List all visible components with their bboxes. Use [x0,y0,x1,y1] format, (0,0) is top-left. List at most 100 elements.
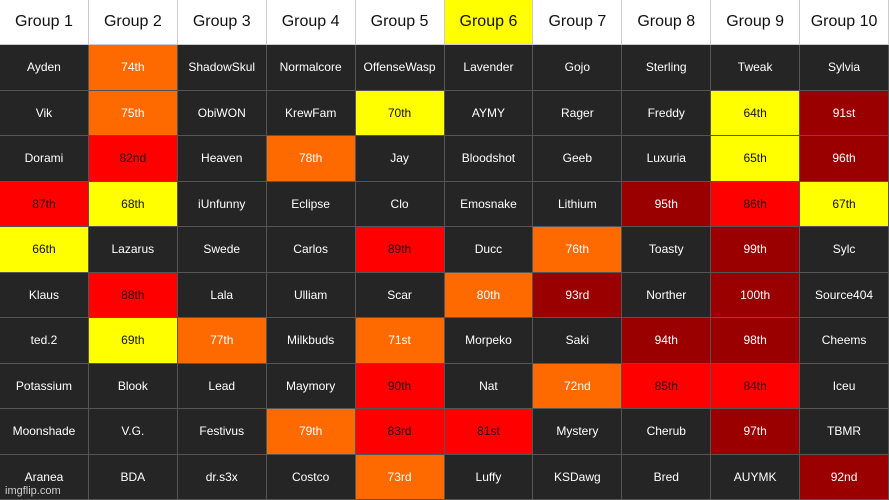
grid-cell: Scar [355,272,445,318]
grid-cell: Norther [622,272,712,318]
column-header-group-8: Group 8 [622,0,712,45]
grid-cell: 93rd [533,272,623,318]
column-header-group-10: Group 10 [800,0,889,45]
column-header-group-9: Group 9 [711,0,801,45]
grid-cell: 95th [622,181,712,227]
column-header-group-6: Group 6 [444,0,534,45]
grid-cell: Morpeko [444,318,534,364]
grid-cell: Lazarus [88,227,178,273]
grid-cell: 92nd [800,454,889,500]
grid-cell: Milkbuds [266,318,356,364]
grid-cell: 97th [711,409,801,455]
grid-cell: Normalcore [266,45,356,91]
grid-cell: V.G. [88,409,178,455]
grid-cell: Blook [88,363,178,409]
grid-cell: 77th [177,318,267,364]
grid-cell: AUYMK [711,454,801,500]
grid-cell: Potassium [0,363,89,409]
column-header-group-4: Group 4 [266,0,356,45]
grid-cell: 90th [355,363,445,409]
grid-cell: Ulliam [266,272,356,318]
grid-cell: ShadowSkul [177,45,267,91]
grid-cell: KrewFam [266,90,356,136]
grid-cell: KSDawg [533,454,623,500]
grid-cell: Klaus [0,272,89,318]
grid-cell: 91st [800,90,889,136]
grid-cell: Source404 [800,272,889,318]
grid-cell: Vik [0,90,89,136]
grid-cell: Lala [177,272,267,318]
grid-cell: 83rd [355,409,445,455]
grid-cell: Ayden [0,45,89,91]
grid-cell: Geeb [533,136,623,182]
grid-cell: Heaven [177,136,267,182]
grid-cell: Cherub [622,409,712,455]
grid-cell: Saki [533,318,623,364]
grid-cell: Lavender [444,45,534,91]
grid-cell: Clo [355,181,445,227]
grid-cell: Rager [533,90,623,136]
grid-cell: 81st [444,409,534,455]
grid-cell: Tweak [711,45,801,91]
grid-cell: 66th [0,227,89,273]
grid-cell: Luxuria [622,136,712,182]
grid-cell: 75th [88,90,178,136]
grid-cell: Luffy [444,454,534,500]
grid-cell: 96th [800,136,889,182]
grid-cell: Sterling [622,45,712,91]
grid-cell: Moonshade [0,409,89,455]
grid-cell: AYMY [444,90,534,136]
grid-cell: Lead [177,363,267,409]
grid-cell: 72nd [533,363,623,409]
grid-cell: 79th [266,409,356,455]
grid-cell: 65th [711,136,801,182]
grid-cell: ObiWON [177,90,267,136]
grid-cell: dr.s3x [177,454,267,500]
grid-cell: 71st [355,318,445,364]
grid-cell: TBMR [800,409,889,455]
grid-cell: BDA [88,454,178,500]
grid-cell: Aranea [0,454,89,500]
grid-cell: 87th [0,181,89,227]
grid-cell: 100th [711,272,801,318]
grid-cell: 64th [711,90,801,136]
grid-cell: Carlos [266,227,356,273]
grid-cell: 80th [444,272,534,318]
grid-cell: Toasty [622,227,712,273]
grid-cell: Ducc [444,227,534,273]
grid-cell: Sylvia [800,45,889,91]
grid-cell: 84th [711,363,801,409]
grid-cell: Swede [177,227,267,273]
column-header-group-7: Group 7 [533,0,623,45]
grid-cell: Festivus [177,409,267,455]
grid-cell: 82nd [88,136,178,182]
grid-cell: 88th [88,272,178,318]
grid-cell: 70th [355,90,445,136]
grid-cell: Maymory [266,363,356,409]
column-header-group-3: Group 3 [177,0,267,45]
grid-cell: iUnfunny [177,181,267,227]
grid-cell: 98th [711,318,801,364]
grid-cell: 78th [266,136,356,182]
grid-cell: Mystery [533,409,623,455]
grid-cell: 86th [711,181,801,227]
column-header-group-1: Group 1 [0,0,89,45]
grid-cell: Eclipse [266,181,356,227]
grid-cell: Nat [444,363,534,409]
grid-cell: Gojo [533,45,623,91]
grid-cell: Dorami [0,136,89,182]
grid-cell: 85th [622,363,712,409]
column-header-group-5: Group 5 [355,0,445,45]
grid-cell: Iceu [800,363,889,409]
grid-cell: 99th [711,227,801,273]
grid-cell: 69th [88,318,178,364]
grid-cell: 73rd [355,454,445,500]
grid-cell: Bloodshot [444,136,534,182]
grid-cell: Freddy [622,90,712,136]
column-header-group-2: Group 2 [88,0,178,45]
grid-cell: Lithium [533,181,623,227]
grid-cell: ted.2 [0,318,89,364]
grid-cell: 67th [800,181,889,227]
grid-cell: Cheems [800,318,889,364]
